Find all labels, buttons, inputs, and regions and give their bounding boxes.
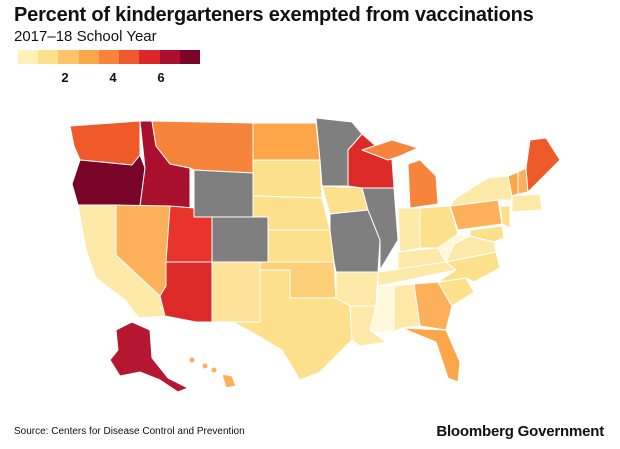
state-south-dakota	[252, 159, 323, 199]
state-michigan-upper	[361, 139, 419, 161]
state-arizona	[159, 261, 213, 323]
state-illinois	[361, 187, 399, 271]
legend-tick-2: 2	[61, 70, 69, 85]
legend-swatch-9	[179, 50, 200, 64]
state-west-virginia	[437, 233, 469, 263]
source-note: Source: Centers for Disease Control and …	[14, 426, 245, 437]
state-new-mexico	[211, 261, 261, 323]
legend-swatch-2	[38, 50, 59, 64]
state-arkansas	[335, 271, 379, 307]
chart-subtitle: 2017–18 School Year	[14, 28, 157, 45]
state-iowa	[321, 185, 369, 215]
state-maine	[525, 137, 561, 193]
legend-swatch-1	[18, 50, 39, 64]
state-kansas	[267, 229, 335, 263]
state-alaska	[109, 321, 189, 393]
state-texas	[231, 269, 353, 381]
state-wyoming	[193, 169, 254, 218]
state-colorado	[211, 216, 269, 263]
legend-swatch-8	[159, 50, 180, 64]
legend-swatch-6	[119, 50, 140, 64]
legend-swatch-4	[78, 50, 99, 64]
brand-logo: Bloomberg Government	[436, 423, 604, 440]
legend-color-scale	[18, 50, 200, 64]
legend-tick-6: 6	[157, 70, 165, 85]
state-oregon	[71, 154, 146, 207]
state-michigan	[407, 159, 439, 209]
state-hawaii	[188, 356, 237, 389]
state-delaware-maryland	[469, 225, 505, 243]
state-georgia	[413, 281, 453, 331]
legend-swatch-7	[139, 50, 160, 64]
legend-swatch-3	[58, 50, 79, 64]
state-alabama	[393, 283, 421, 333]
state-massachusetts-ct-ri	[511, 193, 543, 213]
color-legend: 2 4 6	[18, 50, 203, 90]
state-indiana	[397, 207, 421, 253]
state-washington	[69, 120, 141, 166]
legend-tick-4: 4	[109, 70, 117, 85]
state-north-carolina	[437, 251, 501, 283]
legend-swatch-5	[98, 50, 120, 64]
state-florida	[401, 327, 461, 383]
state-new-jersey	[499, 205, 511, 229]
chart-title: Percent of kindergarteners exempted from…	[14, 4, 534, 26]
state-north-dakota	[252, 122, 321, 161]
state-new-york	[449, 175, 517, 207]
